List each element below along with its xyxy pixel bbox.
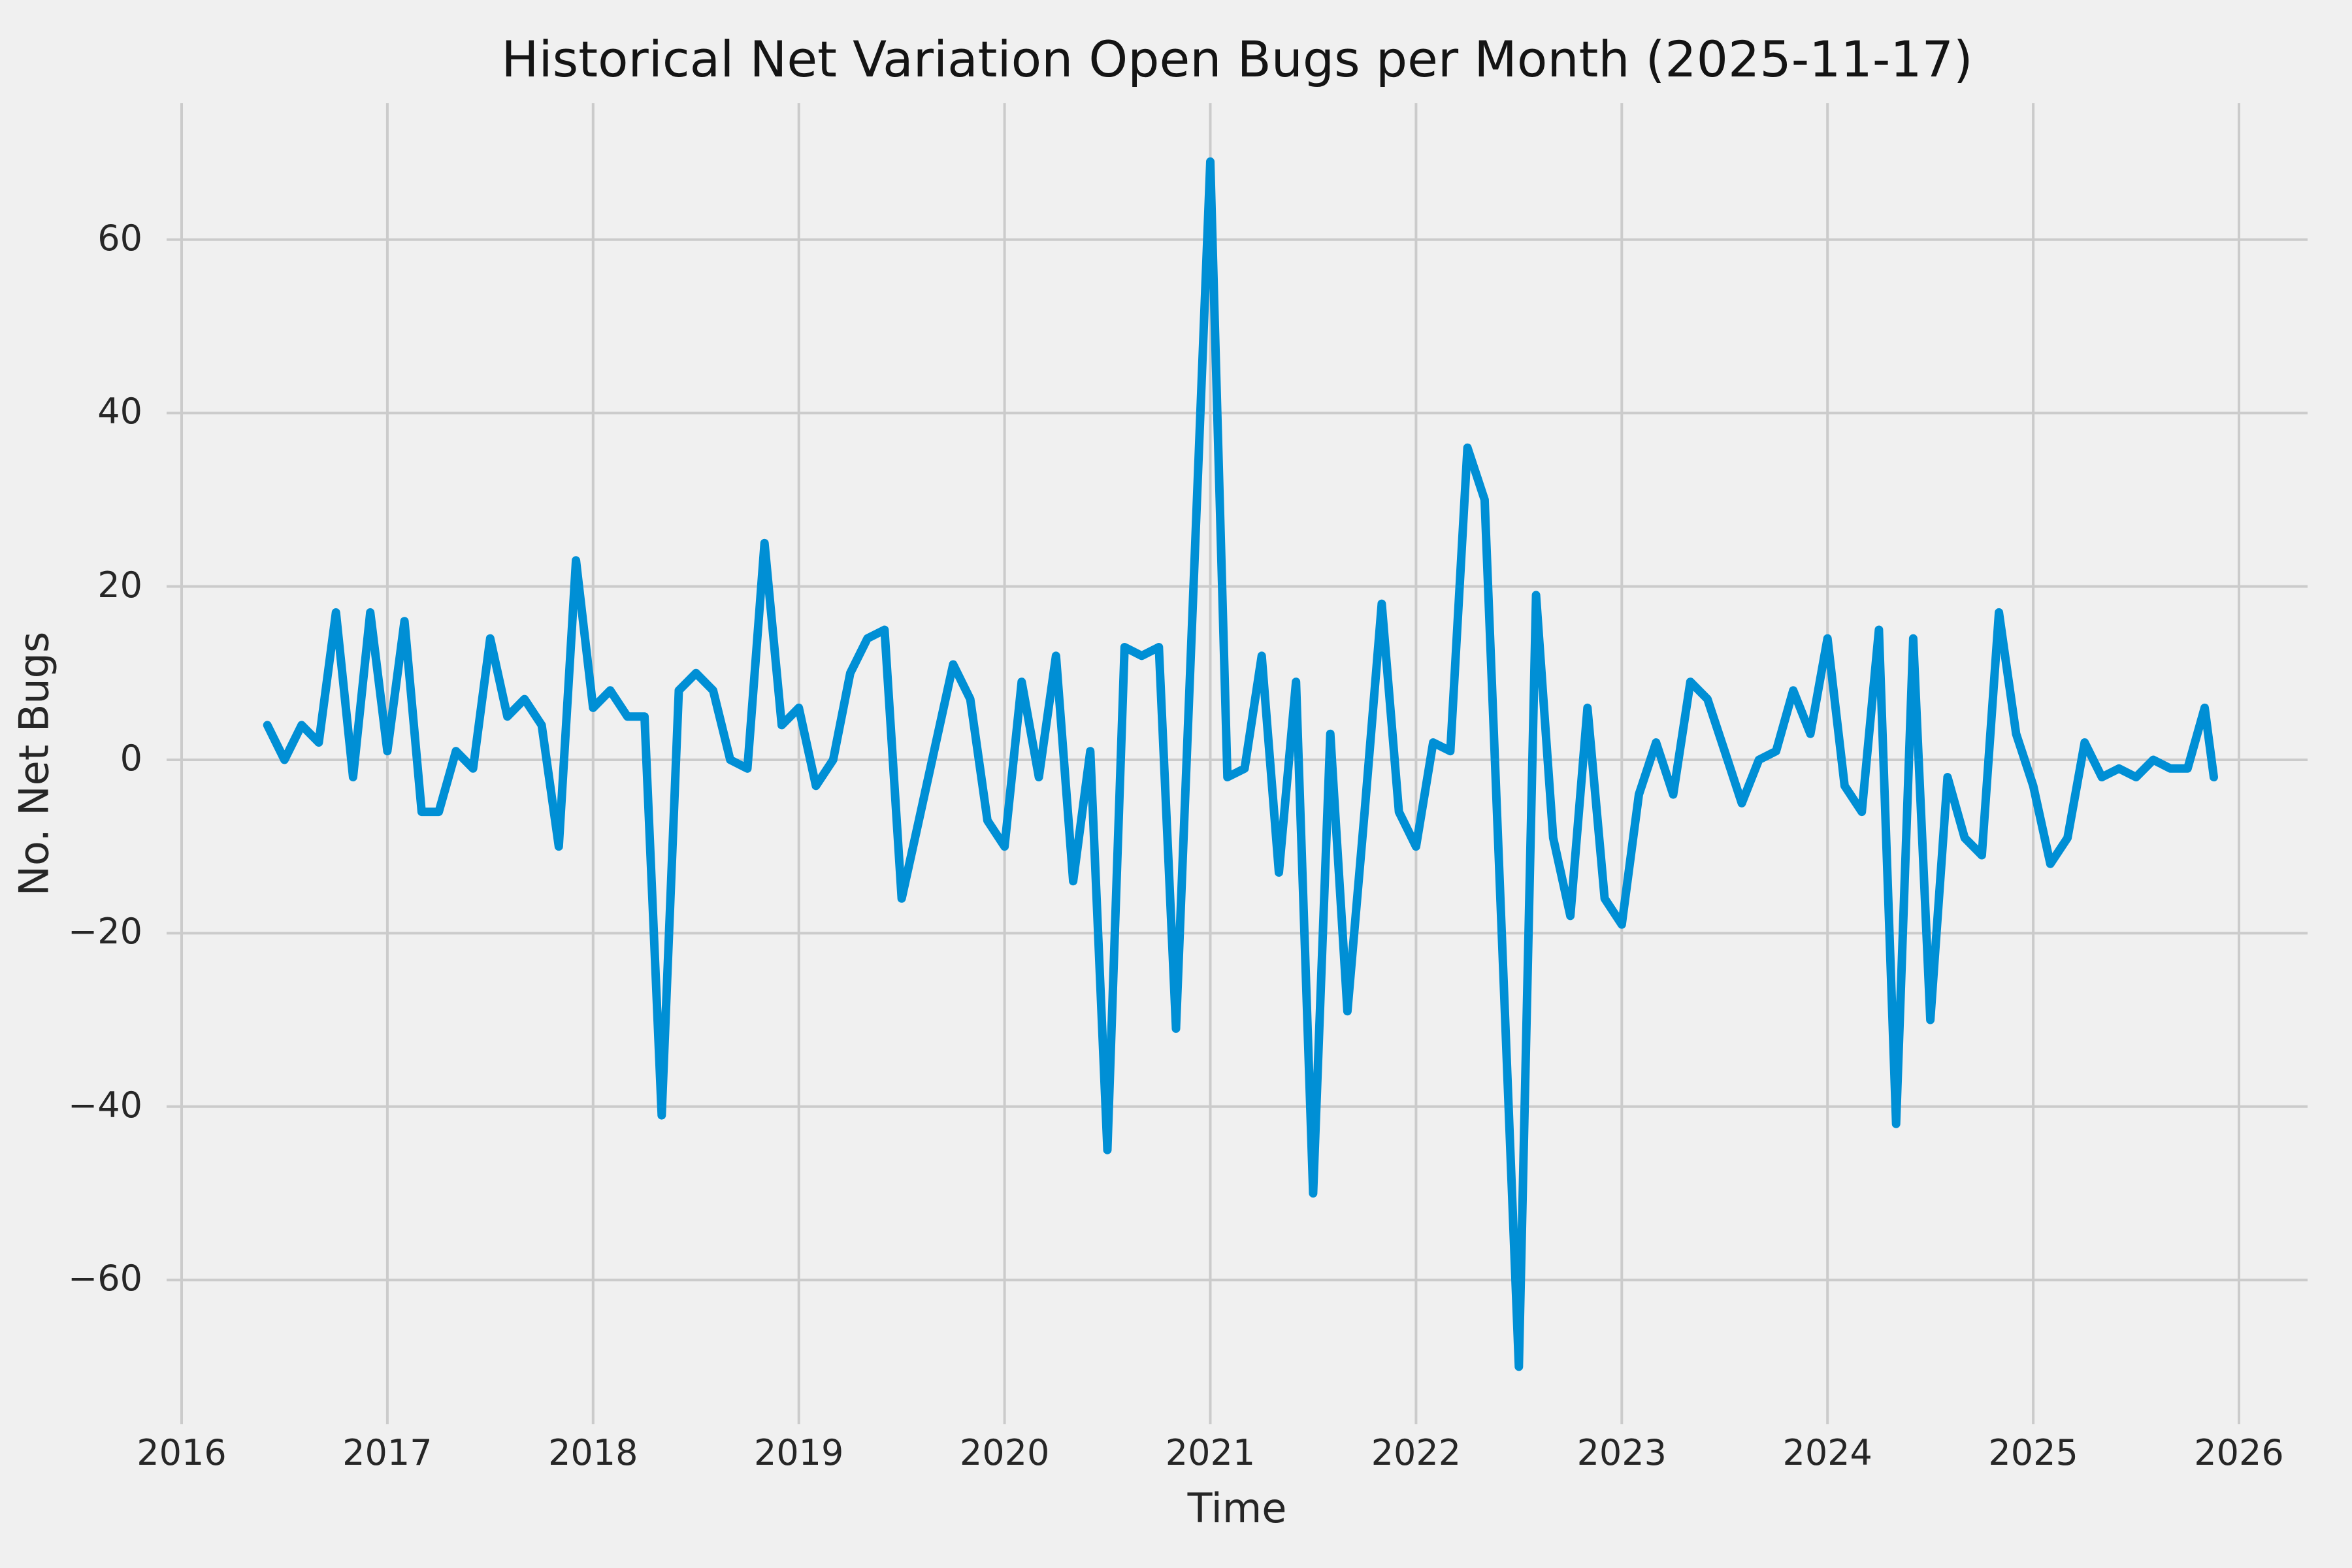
grid-layer: [167, 103, 2308, 1424]
x-axis-label: Time: [1187, 1484, 1287, 1532]
y-tick-label--60: −60: [68, 1258, 142, 1299]
y-tick-label-20: 20: [97, 564, 142, 606]
line-layer: [263, 157, 2218, 1371]
y-tick-label--20: −20: [68, 911, 142, 953]
x-tick-label-2021: 2021: [1165, 1432, 1256, 1473]
x-tick-label-2019: 2019: [753, 1432, 844, 1473]
x-tick-label-2020: 2020: [959, 1432, 1050, 1473]
x-tick-label-2016: 2016: [137, 1432, 227, 1473]
y-tick-label-40: 40: [97, 391, 142, 433]
series-line: [263, 157, 2218, 1371]
x-tick-label-2022: 2022: [1371, 1432, 1462, 1473]
x-tick-label-2026: 2026: [2194, 1432, 2284, 1473]
y-tick-label-0: 0: [120, 737, 142, 779]
y-tick-label--40: −40: [68, 1084, 142, 1126]
y-tick-label-60: 60: [97, 217, 142, 259]
x-tick-label-2024: 2024: [1782, 1432, 1872, 1473]
x-tick-label-2018: 2018: [548, 1432, 638, 1473]
chart-title: Historical Net Variation Open Bugs per M…: [501, 30, 1973, 88]
x-tick-label-2017: 2017: [342, 1432, 433, 1473]
x-tick-label-2023: 2023: [1576, 1432, 1667, 1473]
x-tick-label-2025: 2025: [1988, 1432, 2078, 1473]
